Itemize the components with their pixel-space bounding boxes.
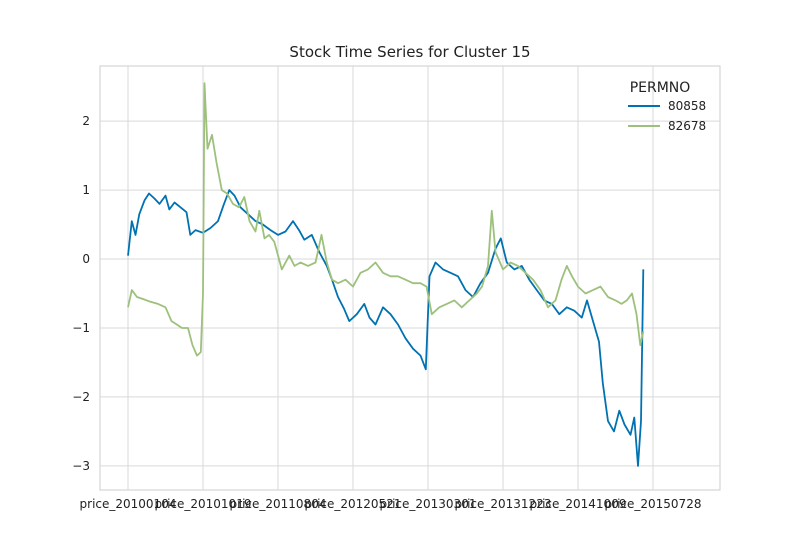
series-line-80858 (127, 189, 645, 467)
legend-label-82678: 82678 (668, 119, 706, 133)
x-tick-label: price_20130301 (380, 497, 477, 511)
y-tick-label: −3 (72, 459, 90, 473)
legend-label-80858: 80858 (668, 99, 706, 113)
x-axis-ticks: price_20100104price_20101019price_201108… (80, 497, 702, 511)
y-tick-label: 1 (82, 183, 90, 197)
chart-title: Stock Time Series for Cluster 15 (289, 43, 530, 61)
grid (100, 66, 720, 490)
x-tick-label: price_20131223 (455, 497, 552, 511)
y-tick-label: −1 (72, 321, 90, 335)
y-axis-ticks: −3 −2 −1 0 1 2 (72, 114, 90, 473)
plot-area (99, 65, 721, 491)
x-tick-label: price_20141009 (530, 497, 627, 511)
x-tick-label: price_20100104 (80, 497, 177, 511)
x-tick-label: price_20150728 (605, 497, 702, 511)
legend: PERMNO 80858 82678 (628, 80, 706, 133)
x-tick-label: price_20101019 (155, 497, 252, 511)
series-group (127, 82, 645, 467)
legend-title: PERMNO (630, 80, 691, 96)
y-tick-label: 0 (82, 252, 90, 266)
y-tick-label: 2 (82, 114, 90, 128)
x-tick-label: price_20110804 (230, 497, 327, 511)
y-tick-label: −2 (72, 390, 90, 404)
series-line-82678 (127, 82, 645, 357)
x-tick-label: price_20120521 (305, 497, 402, 511)
